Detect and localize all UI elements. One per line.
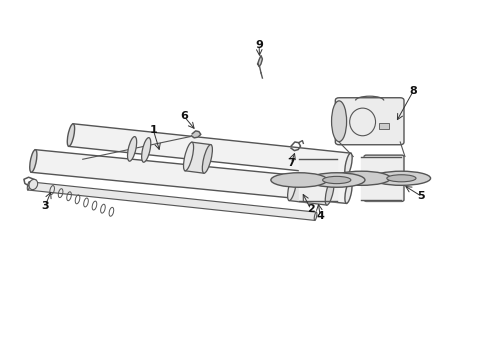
Ellipse shape	[345, 181, 352, 203]
Ellipse shape	[332, 101, 346, 141]
Ellipse shape	[288, 175, 296, 201]
Polygon shape	[362, 157, 401, 200]
Ellipse shape	[271, 173, 327, 187]
Polygon shape	[31, 150, 350, 203]
Polygon shape	[28, 182, 317, 220]
FancyBboxPatch shape	[364, 155, 404, 202]
Ellipse shape	[325, 179, 334, 205]
Text: 5: 5	[417, 191, 425, 201]
FancyBboxPatch shape	[379, 123, 390, 129]
Text: 2: 2	[307, 204, 315, 214]
Polygon shape	[299, 159, 337, 201]
Ellipse shape	[314, 212, 317, 220]
Text: 9: 9	[255, 40, 263, 50]
Text: 8: 8	[410, 86, 417, 96]
Text: 4: 4	[317, 211, 324, 221]
Polygon shape	[258, 55, 263, 67]
Ellipse shape	[345, 153, 352, 176]
Ellipse shape	[142, 138, 151, 162]
Ellipse shape	[30, 150, 37, 172]
Polygon shape	[185, 142, 211, 173]
Polygon shape	[289, 175, 333, 205]
Text: 3: 3	[41, 201, 49, 211]
Ellipse shape	[332, 171, 391, 185]
Ellipse shape	[202, 145, 212, 173]
Ellipse shape	[372, 171, 431, 185]
Text: 1: 1	[149, 125, 157, 135]
Ellipse shape	[27, 182, 30, 190]
Ellipse shape	[29, 179, 38, 190]
Polygon shape	[192, 131, 201, 138]
Ellipse shape	[127, 136, 137, 161]
Ellipse shape	[322, 176, 351, 184]
Text: 6: 6	[180, 111, 188, 121]
Ellipse shape	[309, 173, 365, 187]
Ellipse shape	[387, 175, 416, 182]
Text: 7: 7	[287, 158, 295, 168]
FancyBboxPatch shape	[335, 98, 404, 145]
Ellipse shape	[184, 142, 194, 171]
Polygon shape	[69, 124, 351, 176]
Ellipse shape	[67, 124, 74, 147]
